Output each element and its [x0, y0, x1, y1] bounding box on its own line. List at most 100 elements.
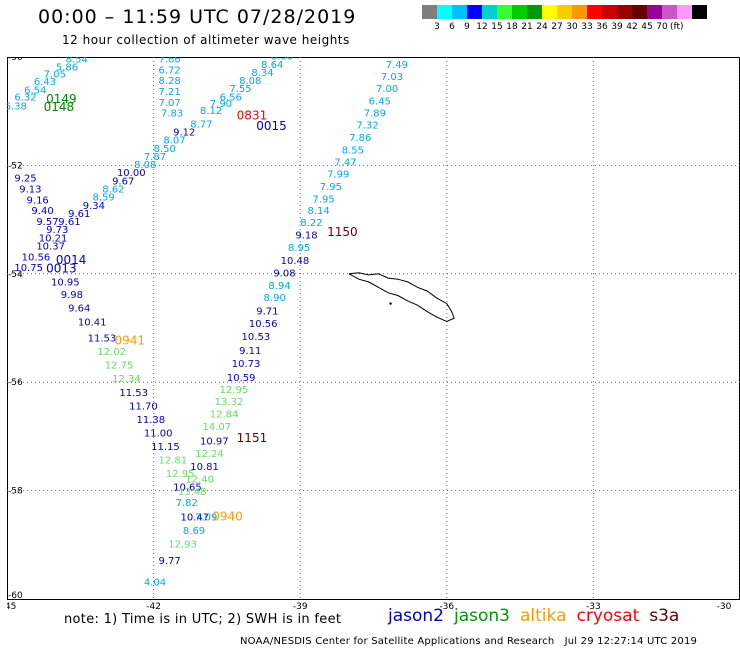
lon-tick-label: -42 [146, 602, 161, 609]
colorbar-tick: 70 [656, 22, 668, 32]
map-plot: -50 -52 -54 -56 -58 -60-45 -42 -39 -36 -33 -30 8.54… [2, 45, 740, 612]
map-title: 00:00 – 11:59 UTC 07/28/2019 [38, 6, 357, 28]
colorbar-swatch [602, 5, 617, 19]
wave-height-label: 11.70 [129, 401, 158, 412]
wave-height-label: 11.15 [151, 442, 180, 453]
wave-height-label: 6.45 [369, 97, 391, 108]
wave-height-label: 10.21 [39, 233, 68, 244]
wave-height-label: 13.32 [215, 397, 244, 408]
wave-height-label: 12.93 [168, 540, 197, 551]
colorbar-tick: 36 [596, 22, 608, 32]
pass-time-label: 0940 [212, 509, 243, 523]
wave-height-label: 12.34 [112, 374, 141, 385]
lat-tick-label: -60 [8, 591, 23, 601]
wave-height-label: 14.07 [202, 422, 231, 433]
pass-time-label: 0014 [56, 253, 87, 267]
wave-height-label: 8.59 [93, 193, 115, 204]
wave-height-label: 5.86 [56, 63, 78, 74]
colorbar-tick: 6 [449, 22, 455, 32]
wave-height-label: 7.21 [158, 87, 180, 98]
wave-height-label: 9.40 [31, 206, 53, 217]
legend-item-s3a: s3a [649, 606, 680, 626]
wave-height-label: 6.32 [14, 92, 36, 103]
pass-time-label: 0013 [46, 262, 77, 276]
colorbar-tick: 18 [506, 22, 518, 32]
wave-height-label: 8.12 [200, 106, 222, 117]
wave-height-label: 7.07 [158, 98, 180, 109]
colorbar-tick: 45 [641, 22, 653, 32]
wave-height-label: 7.09 [195, 512, 217, 523]
wave-height-label: 7.32 [356, 121, 378, 132]
wave-height-label: 12.84 [210, 409, 239, 420]
wave-height-label: 9.98 [61, 290, 83, 301]
wave-height-label: 8.22 [300, 218, 322, 229]
lon-tick-label: -45 [7, 602, 16, 609]
wave-height-label: 8.54 [66, 57, 88, 65]
wave-height-label: 7.86 [349, 133, 371, 144]
wave-height-label: 11.00 [144, 428, 173, 439]
colorbar-tick: 27 [551, 22, 563, 32]
wave-height-label: 7.87 [144, 152, 166, 163]
colorbar-tick: 42 [626, 22, 638, 32]
wave-height-label: 7.95 [320, 182, 342, 193]
wave-height-label: 11.38 [136, 415, 165, 426]
wave-height-label: 10.59 [227, 373, 256, 384]
wave-height-label: 8.14 [308, 206, 330, 217]
colorbar-swatch [437, 5, 452, 19]
wave-height-label: 10.56 [249, 319, 278, 330]
wave-height-label: 9.77 [158, 556, 180, 567]
wave-height-label: 12.24 [195, 449, 224, 460]
wave-height-label: 9.71 [256, 306, 278, 317]
lat-tick-label: -50 [8, 57, 23, 63]
map-border [7, 57, 740, 600]
colorbar-swatch [467, 5, 482, 19]
wave-height-label: 7.47 [334, 157, 356, 168]
wave-height-label: 8.08 [134, 160, 156, 171]
colorbar-swatch [527, 5, 542, 19]
wave-height-label: 9.57 [36, 217, 58, 228]
wave-height-label: 13.48 [178, 487, 207, 498]
wave-height-label: 8.28 [158, 76, 180, 87]
colorbar-swatch [452, 5, 467, 19]
wave-height-label: 8.94 [268, 281, 290, 292]
wave-height-label: 9.13 [19, 185, 41, 196]
wave-height-label: 10.65 [173, 483, 202, 494]
wave-height-label: 10.73 [232, 359, 261, 370]
satellite-legend: jason2 jason3 altika cryosat s3a [388, 606, 689, 626]
pass-time-label: 1150 [327, 225, 358, 239]
wave-height-label: 6.56 [220, 92, 242, 103]
wave-height-label: 10.53 [242, 332, 271, 343]
wave-height-label: 6.38 [7, 102, 27, 113]
colorbar-swatch [692, 5, 707, 19]
wave-height-label: 9.25 [14, 174, 36, 185]
wave-height-label: 11.53 [119, 388, 148, 399]
colorbar-tick: 30 [566, 22, 578, 32]
wave-height-label: 8.34 [251, 68, 273, 79]
wave-height-label: 8.64 [261, 60, 283, 71]
pass-time-label: 0015 [256, 119, 287, 133]
lon-tick-label: -39 [293, 602, 308, 609]
wave-height-label: 7.89 [364, 109, 386, 120]
wave-height-label: 8.38 [271, 57, 293, 63]
wave-height-label: 10.37 [36, 241, 65, 252]
wave-height-label: 4.04 [144, 577, 166, 588]
wave-height-label: 8.62 [102, 185, 124, 196]
wave-height-label: 8.55 [342, 145, 364, 156]
colorbar-swatch [572, 5, 587, 19]
lon-tick-label: -33 [586, 602, 601, 609]
wave-height-label: 9.08 [273, 269, 295, 280]
wave-height-label: 9.73 [46, 225, 68, 236]
wave-height-label: 6.54 [24, 85, 46, 96]
wave-height-label: 10.95 [51, 278, 80, 289]
wave-height-label: 8.50 [154, 144, 176, 155]
wave-height-label: 7.03 [381, 72, 403, 83]
map-subtitle: 12 hour collection of altimeter wave hei… [62, 33, 350, 47]
colorbar-tick: 15 [491, 22, 503, 32]
wave-height-label: 8.69 [183, 526, 205, 537]
wave-height-label: 9.16 [27, 195, 49, 206]
wave-height-label: 9.11 [239, 346, 261, 357]
colorbar-swatch [632, 5, 647, 19]
colorbar-tick: 12 [476, 22, 488, 32]
wave-height-label: 8.08 [239, 76, 261, 87]
wave-height-label: 6.72 [158, 65, 180, 76]
